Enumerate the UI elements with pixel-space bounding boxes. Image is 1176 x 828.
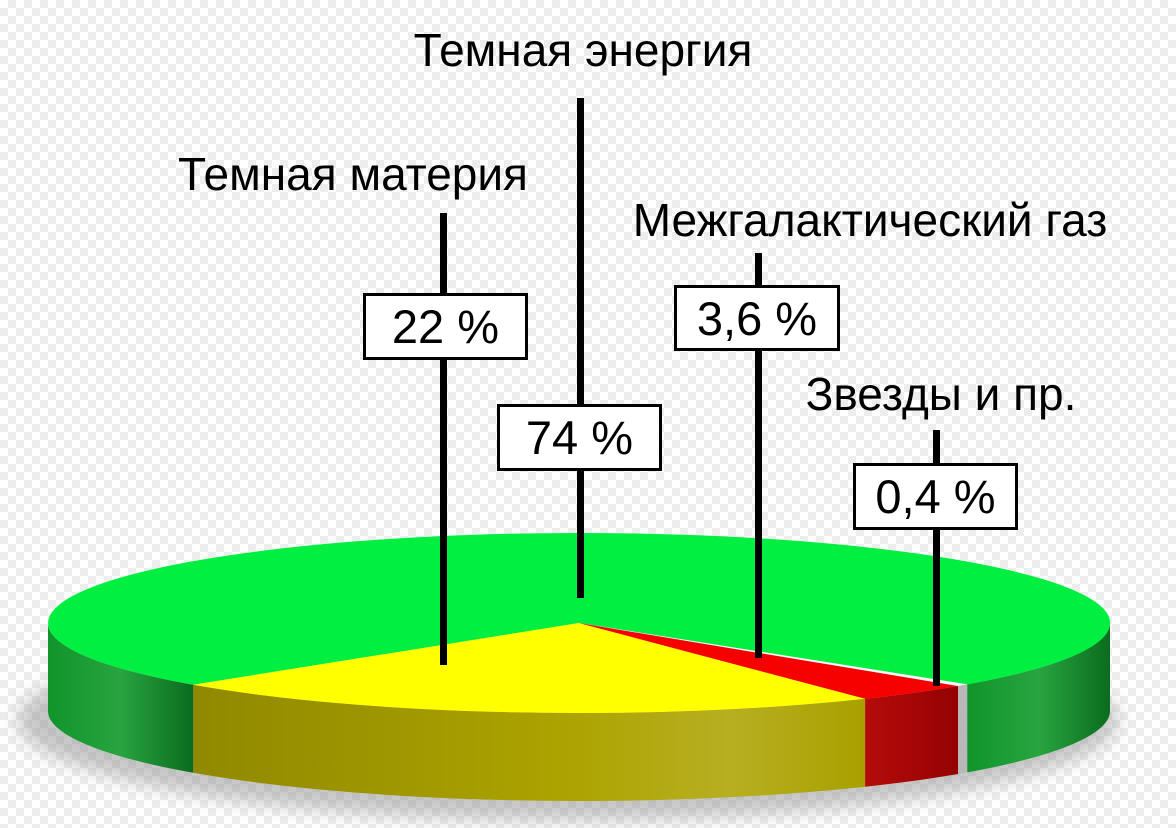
callout-line-stars-etc — [933, 430, 940, 686]
slice-label-intergalactic-gas: Межгалактический газ — [632, 194, 1108, 246]
pie-slice-dark-energy — [48, 532, 1111, 685]
pie-rim-intergalactic-gas — [865, 686, 959, 787]
value-box-dark-matter: 22 % — [363, 293, 528, 360]
slice-label-stars-etc: Звезды и пр. — [805, 368, 1077, 420]
pie-slice-stars-etc — [579, 623, 968, 686]
callout-line-dark-matter — [440, 213, 447, 665]
value-box-dark-energy: 74 % — [497, 404, 662, 471]
slice-label-dark-energy: Темная энергия — [413, 24, 753, 76]
pie-rim-dark-energy — [48, 623, 194, 773]
slice-label-dark-matter: Темная материя — [178, 148, 528, 200]
value-box-stars-etc: 0,4 % — [853, 463, 1018, 530]
value-box-intergalactic-gas: 3,6 % — [674, 285, 840, 351]
pie-rim-stars-etc — [958, 684, 968, 774]
callout-line-dark-energy — [577, 98, 584, 598]
callout-line-intergalactic-gas — [755, 253, 762, 658]
pie-slice-intergalactic-gas — [579, 623, 959, 699]
pie-rim-dark-energy — [967, 623, 1110, 773]
pie-rim-dark-matter — [193, 684, 866, 801]
pie-slice-dark-matter — [193, 623, 866, 713]
